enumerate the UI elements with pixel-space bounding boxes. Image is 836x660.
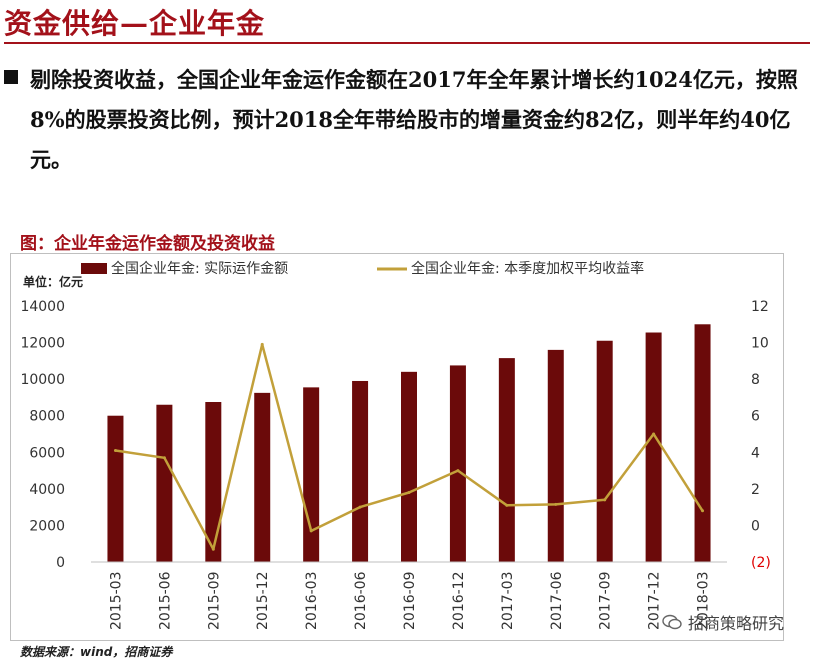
bar bbox=[303, 387, 320, 562]
x-tick-label: 2018-03 bbox=[696, 572, 712, 631]
unit-label: 单位：亿元 bbox=[23, 274, 83, 289]
x-tick-label: 2016-06 bbox=[353, 571, 369, 630]
bar bbox=[254, 392, 271, 562]
x-tick-label: 2017-09 bbox=[598, 572, 614, 631]
legend-label-bar: 全国企业年金: 实际运作金额 bbox=[111, 260, 288, 277]
x-tick-label: 2015-12 bbox=[255, 572, 271, 631]
x-tick-label: 2017-03 bbox=[500, 572, 516, 631]
y-right-tick-label: 10 bbox=[751, 336, 769, 352]
x-tick-label: 2015-06 bbox=[157, 571, 173, 630]
line-point bbox=[162, 456, 166, 460]
y-right-tick-label: 4 bbox=[751, 445, 760, 461]
line-point bbox=[701, 509, 705, 513]
line-point bbox=[505, 503, 509, 507]
y-left-tick-label: 14000 bbox=[20, 299, 65, 315]
legend-swatch-bar bbox=[81, 263, 107, 274]
legend-label-line: 全国企业年金: 本季度加权平均收益率 bbox=[411, 260, 644, 277]
source-note: 数据来源：wind，招商证券 bbox=[20, 645, 173, 659]
y-right-tick-label: (2) bbox=[751, 555, 771, 571]
bar bbox=[498, 358, 515, 562]
page-title: 资金供给—企业年金 bbox=[4, 7, 266, 40]
bar bbox=[694, 324, 711, 562]
x-tick-label: 2015-03 bbox=[108, 572, 124, 631]
bullet-paragraph: 剔除投资收益，全国企业年金运作金额在2017年全年累计增长约1024亿元，按照8… bbox=[30, 67, 798, 172]
bar bbox=[205, 402, 222, 562]
y-left-tick-label: 4000 bbox=[29, 482, 65, 498]
x-tick-label: 2017-06 bbox=[549, 571, 565, 630]
line-point bbox=[211, 547, 215, 551]
x-tick-label: 2017-12 bbox=[647, 572, 663, 631]
x-tick-label: 2016-12 bbox=[451, 572, 467, 631]
y-right-tick-label: 6 bbox=[751, 409, 760, 425]
y-left-tick-label: 10000 bbox=[20, 372, 65, 388]
chart-container: 单位：亿元 全国企业年金: 实际运作金额 全国企业年金: 本季度加权平均收益率 0 20… bbox=[10, 253, 784, 641]
line-point bbox=[554, 502, 558, 506]
y-left-tick-label: 12000 bbox=[20, 336, 65, 352]
bar bbox=[401, 371, 417, 562]
line-point bbox=[358, 505, 362, 509]
bar bbox=[156, 404, 173, 562]
title-divider bbox=[4, 42, 810, 44]
bar bbox=[352, 380, 369, 562]
x-tick-label: 2016-03 bbox=[304, 572, 320, 631]
y-left-tick-label: 6000 bbox=[29, 445, 65, 461]
y-left-tick-label: 8000 bbox=[29, 409, 65, 425]
bullet-square-icon bbox=[4, 70, 18, 84]
bar bbox=[596, 340, 613, 562]
bar bbox=[107, 415, 124, 562]
line-point bbox=[113, 448, 117, 452]
chart-caption: 图：企业年金运作金额及投资收益 bbox=[20, 234, 275, 254]
y-right-tick-label: 2 bbox=[751, 482, 760, 498]
wechat-icon bbox=[662, 614, 682, 630]
x-tick-label: 2016-09 bbox=[402, 572, 418, 631]
watermark: 招商策略研究 bbox=[662, 610, 784, 634]
bar bbox=[645, 332, 662, 562]
line-point bbox=[456, 469, 460, 473]
y-right-tick-label: 0 bbox=[751, 518, 760, 534]
line-point bbox=[407, 491, 411, 495]
x-tick-label: 2015-09 bbox=[206, 572, 222, 631]
line-point bbox=[260, 342, 264, 346]
y-right-tick-label: 8 bbox=[751, 372, 760, 388]
line-point bbox=[309, 529, 313, 533]
bar bbox=[547, 349, 564, 562]
watermark-text: 招商策略研究 bbox=[688, 614, 785, 633]
y-right-tick-label: 12 bbox=[751, 299, 769, 315]
line-point bbox=[652, 432, 656, 436]
bar bbox=[449, 365, 466, 562]
line-point bbox=[603, 498, 607, 502]
y-left-tick-label: 2000 bbox=[29, 518, 65, 534]
y-left-tick-label: 0 bbox=[56, 555, 65, 571]
